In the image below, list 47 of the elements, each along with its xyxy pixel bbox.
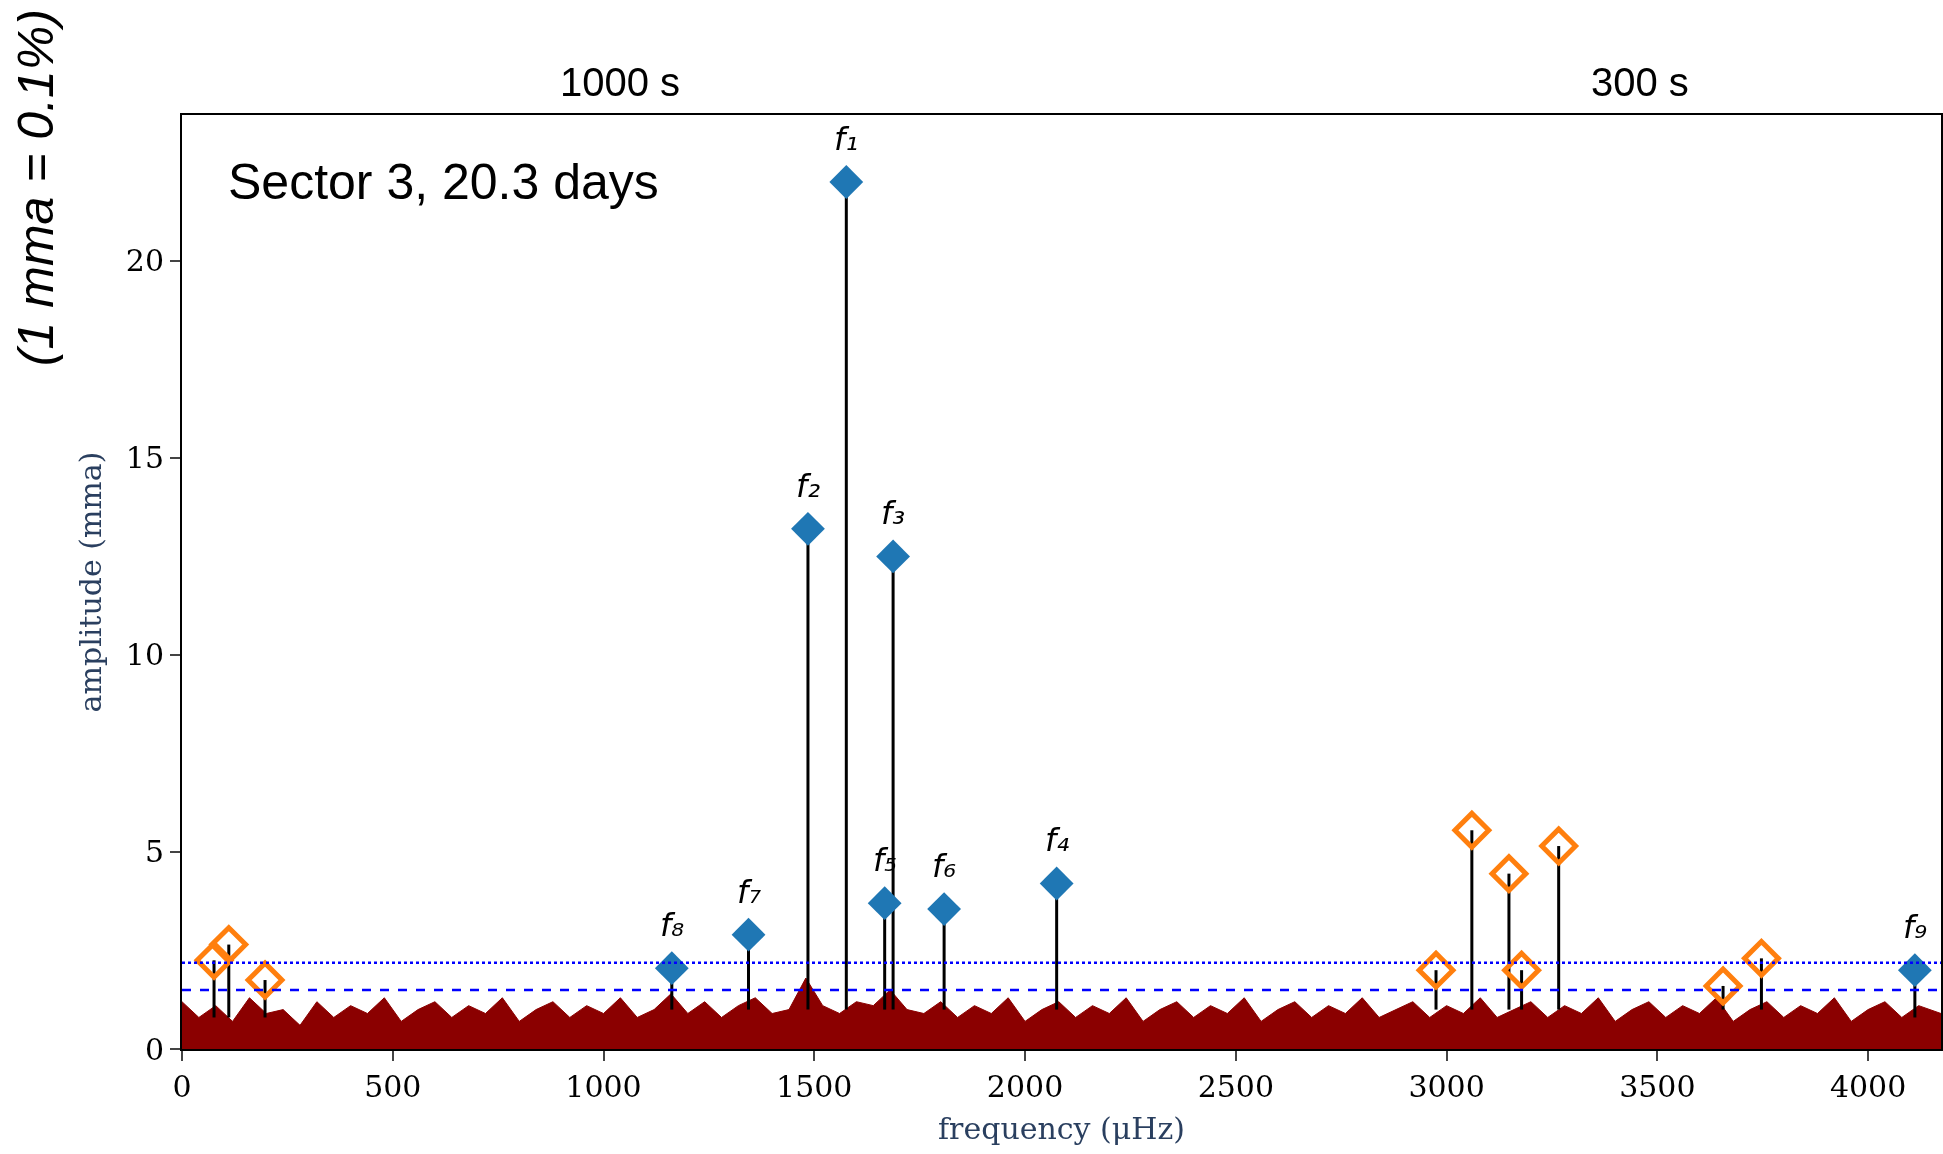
point (209, 925, 249, 964)
point (1539, 826, 1579, 866)
point (1703, 966, 1743, 1006)
point (245, 960, 285, 1000)
x-tick-label: 2500 (1197, 1069, 1274, 1104)
point (1452, 810, 1492, 850)
point (1489, 854, 1529, 894)
y-tick-label: 0 (144, 1031, 164, 1067)
annotation: f₈ (660, 906, 685, 944)
text: (1 mma = 0.1%) (7, 9, 64, 367)
text: 300 s (1591, 60, 1689, 104)
annotation: f₉ (1903, 908, 1928, 946)
x-tick-label: 3000 (1408, 1069, 1485, 1104)
point (1742, 938, 1781, 978)
x-axis-title: frequency (μHz) (938, 1111, 1185, 1146)
point (829, 165, 864, 199)
y-tick-label: 20 (125, 243, 164, 279)
x-tick-label: 0 (172, 1069, 192, 1104)
annotation: Sector 3, 20.3 days (228, 154, 659, 210)
y-tick-label: 10 (125, 637, 164, 673)
x-tick-label: 500 (364, 1069, 422, 1104)
annotation: f₆ (932, 847, 957, 885)
point (1502, 950, 1541, 990)
x-tick-label: 1500 (776, 1069, 853, 1104)
x-tick-label: 2000 (986, 1069, 1064, 1104)
point (1416, 950, 1456, 990)
point (731, 917, 766, 952)
text: 1000 s (560, 60, 681, 104)
point (791, 511, 825, 546)
point (654, 951, 689, 986)
point (876, 539, 910, 574)
annotation: f₁ (834, 120, 859, 158)
y-tick-label: 15 (125, 440, 164, 476)
point (927, 892, 962, 926)
annotation: f₂ (796, 467, 821, 505)
point (194, 940, 234, 980)
point (867, 886, 902, 921)
x-tick-label: 1000 (565, 1069, 642, 1104)
y-axis-title: amplitude (mma) (73, 451, 109, 713)
point (1039, 866, 1074, 901)
annotation: f₇ (737, 873, 762, 911)
y-tick-label: 5 (144, 834, 164, 870)
annotation: f₄ (1045, 821, 1070, 859)
annotation: f₃ (881, 494, 906, 532)
x-tick-label: 3500 (1619, 1069, 1696, 1104)
point (1897, 953, 1932, 988)
x-tick-label: 4000 (1829, 1069, 1907, 1104)
